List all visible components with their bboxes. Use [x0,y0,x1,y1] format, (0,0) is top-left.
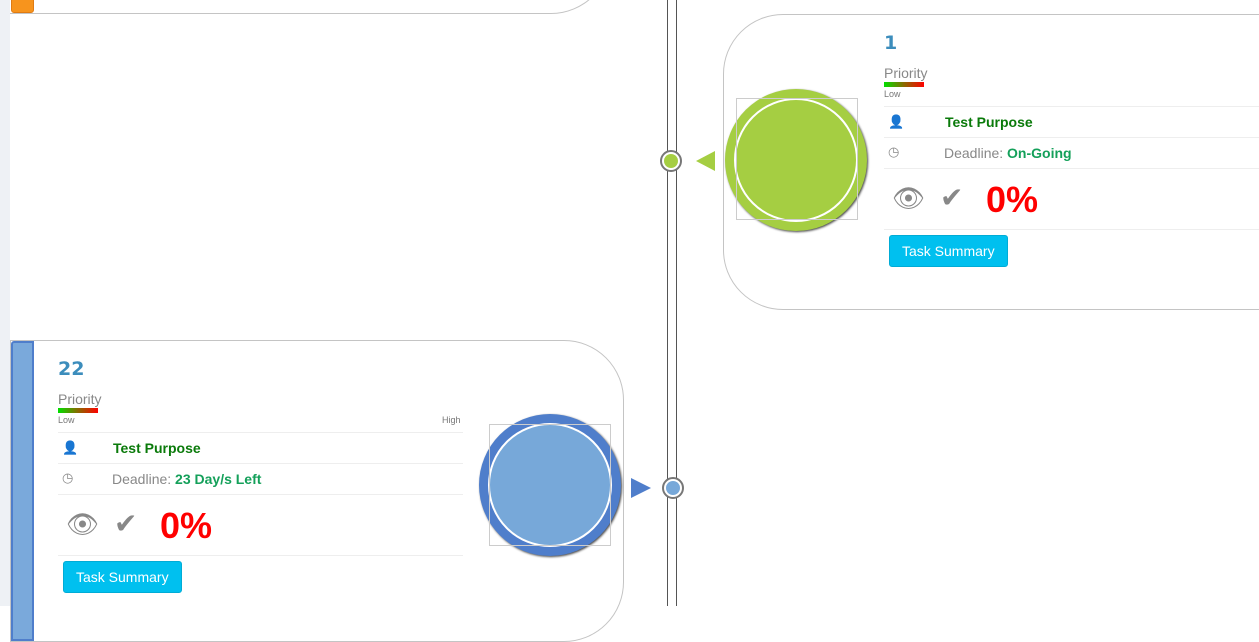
user-icon: 👤 [888,114,905,129]
clock-icon: ◷ [888,144,900,159]
user-icon: 👤 [62,440,79,455]
timeline-node-22[interactable] [662,477,684,499]
progress-percent: 0% [160,505,213,546]
task-number: 1 [884,32,898,54]
priority-label: Priority [58,391,102,407]
actions-row: 👁 ✔ 0% [58,494,463,555]
card-strip [11,341,34,641]
deadline-value: On-Going [1007,145,1072,161]
deadline: Deadline: On-Going [944,145,1072,161]
priority-low: Low [58,415,75,425]
check-icon[interactable]: ✔ [940,182,964,213]
progress-percent: 0% [986,179,1039,220]
arrow-right-icon [631,478,651,498]
task-summary-button[interactable]: Task Summary [63,561,182,593]
task-purpose[interactable]: Test Purpose [945,114,1033,130]
task-number: 22 [58,358,85,380]
deadline-label: Deadline: [112,471,172,487]
timeline-line [667,0,677,606]
check-icon[interactable]: ✔ [114,508,138,539]
broken-image-icon [489,424,611,546]
clock-icon: ◷ [62,470,74,485]
deadline-row: ◷ Deadline: 23 Day/s Left [58,463,463,494]
deadline: Deadline: 23 Day/s Left [112,471,261,487]
task-purpose[interactable]: Test Purpose [113,440,201,456]
timeline-card-previous [10,0,611,14]
actions-row: 👁 ✔ 0% [884,168,1259,229]
card-strip [11,0,34,13]
eye-slash-icon[interactable]: 👁 [66,509,100,539]
task-summary-button[interactable]: Task Summary [889,235,1008,267]
divider [884,229,1259,231]
priority-high: High [442,415,461,425]
priority-label: Priority [884,65,928,81]
deadline-row: ◷ Deadline: On-Going [884,137,1259,168]
priority-bar [884,82,924,87]
timeline-node-1[interactable] [660,150,682,172]
broken-image-icon [736,98,858,220]
purpose-row: 👤 Test Purpose [58,432,463,463]
divider [58,555,463,557]
arrow-left-icon [696,151,715,171]
deadline-value: 23 Day/s Left [175,471,262,487]
purpose-row: 👤 Test Purpose [884,106,1259,137]
priority-bar [58,408,98,413]
page-gutter [0,0,10,606]
eye-slash-icon[interactable]: 👁 [892,183,926,213]
priority-low: Low [884,89,901,99]
deadline-label: Deadline: [944,145,1004,161]
